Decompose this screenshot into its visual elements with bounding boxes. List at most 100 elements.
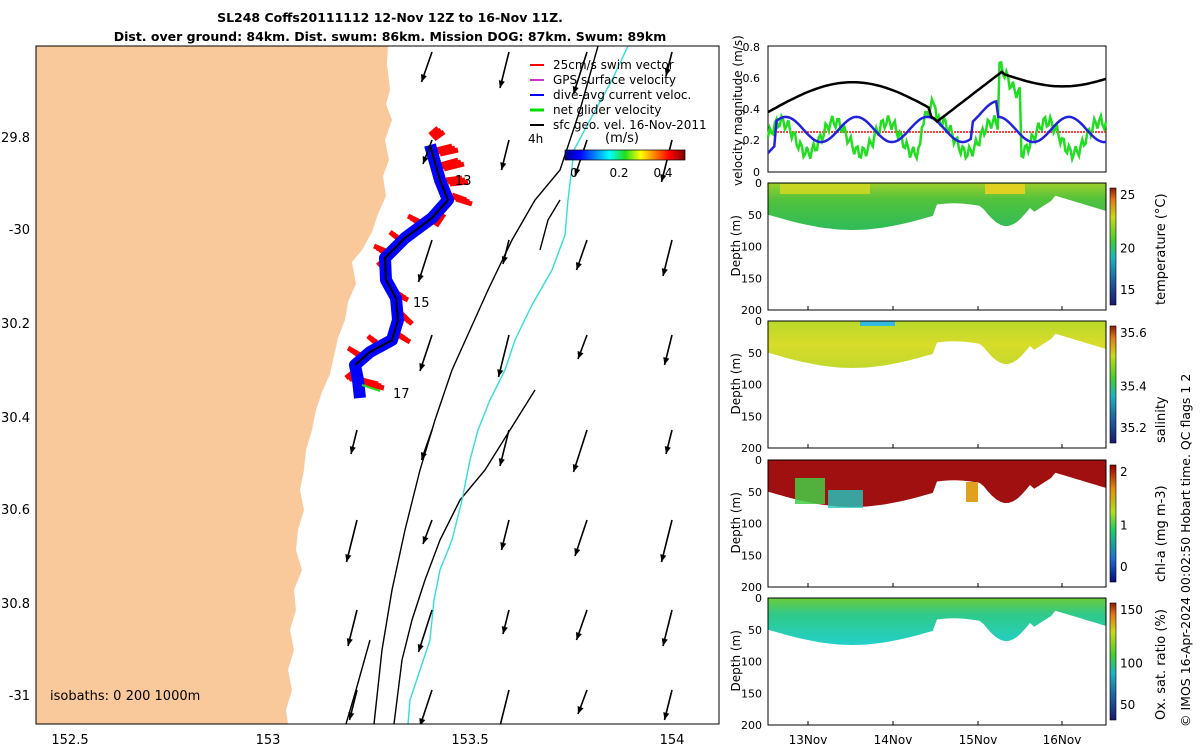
day-label: 17 — [393, 387, 410, 402]
depth-tick: 100 — [741, 656, 762, 669]
section-frame — [767, 459, 1107, 588]
section-panel: 0 50 100 150 200 Depth (m) 0 1 2 chl-a (mg m-3) — [729, 454, 1169, 594]
geostrophic-vector-head — [420, 74, 427, 82]
swim-vector — [439, 147, 459, 157]
geostrophic-vector-head — [664, 446, 671, 454]
geostrophic-vector-head — [660, 554, 667, 562]
depth-tick: 100 — [741, 518, 762, 531]
net-glider-velocity-line — [354, 144, 450, 366]
swim-vector — [430, 128, 443, 139]
geostrophic-vector-head — [349, 446, 356, 454]
depth-tick: 50 — [748, 209, 762, 222]
colorbar-tick: 35.2 — [1120, 421, 1147, 435]
depth-tick: 0 — [755, 454, 762, 467]
colorbar-label: Ox. sat. ratio (%) — [1154, 609, 1169, 720]
depth-tick: 50 — [748, 347, 762, 360]
geostrophic-vector-head — [422, 536, 429, 544]
swim-vector — [449, 179, 469, 187]
depth-tick: 150 — [741, 549, 762, 562]
map-y-tick: -30 — [9, 223, 30, 238]
isobath-1000m-line — [407, 46, 629, 724]
map-x-tick: 154 — [660, 733, 685, 748]
speed-colorbar — [564, 149, 686, 161]
figure-title-line1: SL248 Coffs20111112 12-Nov 12Z to 16-Nov… — [217, 10, 563, 25]
colorbar-tick: 0 — [570, 166, 578, 180]
map-x-tick: 153.5 — [451, 733, 488, 748]
depth-tick: 150 — [741, 687, 762, 700]
velocity-y-tick: 0.8 — [743, 41, 761, 54]
depth-tick: 50 — [748, 486, 762, 499]
map-y-axis: 29.8 -30 30.2 30.4 30.6 30.8 -31 — [1, 131, 30, 704]
section-panel: 0 50 100 150 200 Depth (m) 15 20 25 temperature (… — [729, 177, 1169, 317]
day-label: 13 — [455, 174, 472, 189]
colorbar-tick: 25 — [1120, 188, 1135, 202]
isobath-200m-line — [373, 46, 599, 724]
velocity-ylabel: velocity magnitude (m/s) — [731, 35, 745, 186]
swim-vector — [428, 126, 440, 137]
geostrophic-vector-head — [417, 644, 424, 652]
map-frame — [35, 45, 720, 725]
section-data-field — [768, 598, 1106, 645]
geostrophic-vector-head — [501, 626, 508, 634]
time-tick: 15Nov — [959, 733, 998, 747]
geostrophic-vector-head — [574, 548, 581, 556]
geostrophic-vector-head — [661, 268, 668, 276]
geostrophic-vector-head — [575, 262, 582, 270]
fresh-surface-patch — [860, 321, 895, 326]
isobath-200m-line — [539, 199, 561, 251]
section-colorbar — [1109, 325, 1117, 444]
geostrophic-vector-head — [417, 274, 424, 282]
section-ylabel: Depth (m) — [729, 630, 743, 691]
colorbar-tick: 15 — [1120, 283, 1135, 297]
swim-vector — [400, 312, 414, 326]
colorbar-tick: 2 — [1120, 465, 1128, 479]
geostrophic-vector-head — [500, 162, 507, 170]
geostrophic-vector-head — [577, 351, 584, 359]
geostrophic-vector — [499, 689, 510, 724]
section-data-field — [768, 321, 1106, 368]
geostrophic-vector-head — [348, 712, 355, 720]
time-tick: 14Nov — [874, 733, 913, 747]
depth-tick: 200 — [741, 442, 762, 455]
colorbar-label: temperature (°C) — [1154, 193, 1169, 305]
section-frame — [767, 182, 1107, 311]
warm-surface-patch — [985, 184, 1025, 194]
map-y-tick: 30.2 — [1, 317, 30, 332]
colorbar-label: salinity — [1154, 396, 1169, 443]
time-axis: 13Nov 14Nov 15Nov 16Nov — [789, 733, 1082, 747]
colorbar-tick: 35.4 — [1120, 380, 1147, 394]
net-glider-vector — [361, 384, 381, 392]
depth-tick: 50 — [748, 624, 762, 637]
colorbar-tick: 0.2 — [609, 166, 628, 180]
geostrophic-vector-head — [664, 68, 671, 76]
colorbar-label: chl-a (mg m-3) — [1154, 485, 1169, 582]
depth-tick: 0 — [755, 315, 762, 328]
geostrophic-vector-head — [501, 256, 508, 264]
colorbar-tick: 0.4 — [653, 166, 672, 180]
section-ylabel: Depth (m) — [729, 215, 743, 276]
colorbar-tick: 20 — [1120, 242, 1135, 256]
geostrophic-vector-head — [577, 706, 584, 714]
velocity-y-tick: 0.2 — [743, 134, 761, 147]
swim-vector — [433, 212, 447, 228]
low-chl-patch — [795, 478, 825, 504]
swim-vector — [365, 381, 385, 391]
geostrophic-vector-head — [660, 174, 667, 182]
velocity-y-tick: 0.6 — [743, 72, 761, 85]
map-y-tick: 30.8 — [1, 597, 30, 612]
day-label: 15 — [413, 296, 430, 311]
geostrophic-vector-head — [497, 369, 504, 377]
section-frame — [767, 597, 1107, 726]
velocity-y-tick: 0 — [753, 166, 760, 179]
section-data-field — [768, 183, 1106, 230]
geostrophic-vector-head — [500, 542, 507, 550]
coastline-land — [36, 46, 392, 724]
geostrophic-vector-head — [663, 357, 670, 365]
section-frame — [767, 320, 1107, 449]
geostrophic-vector-head — [422, 156, 429, 164]
map-y-tick: 30.6 — [1, 503, 30, 518]
geostrophic-vector-head — [572, 86, 579, 94]
low-chl-patch — [828, 490, 863, 508]
section-colorbar — [1109, 464, 1117, 583]
